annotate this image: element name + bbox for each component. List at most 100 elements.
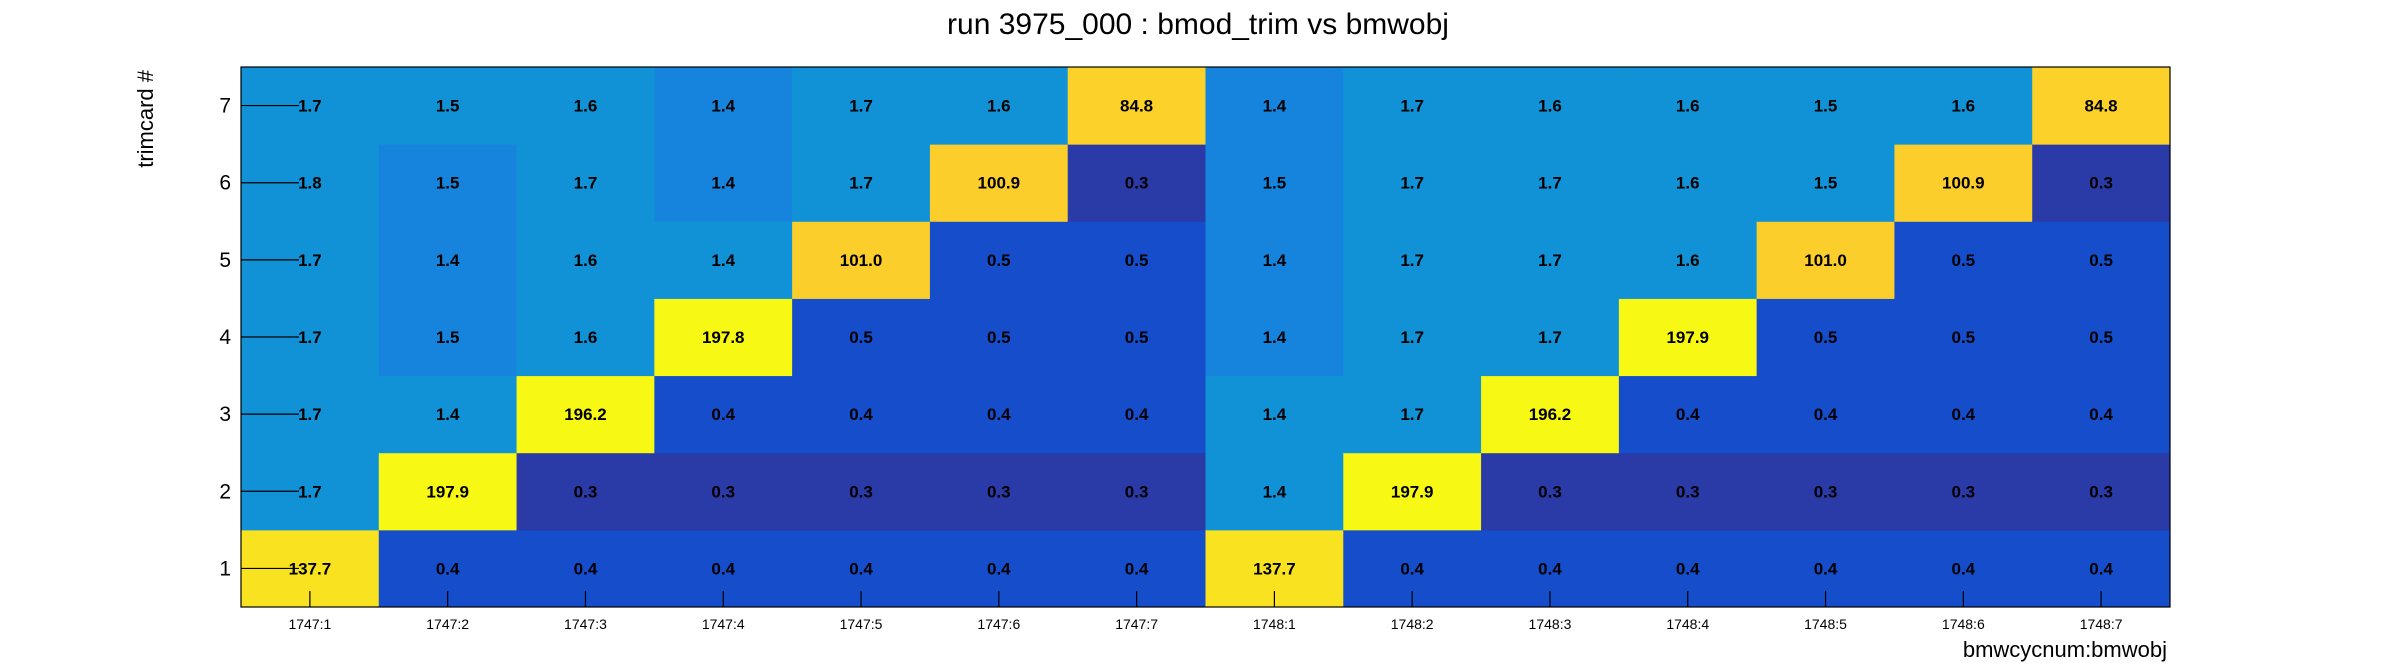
heatmap-cell xyxy=(378,452,518,531)
heatmap-cell xyxy=(378,67,518,145)
y-tick-label: 3 xyxy=(219,403,231,426)
cell-value-label: 101.0 xyxy=(840,251,883,270)
x-tick-label: 1748:7 xyxy=(2080,616,2123,632)
x-tick-label: 1748:6 xyxy=(1942,616,1985,632)
cell-value-label: 0.3 xyxy=(1125,482,1149,501)
y-axis-title: trimcard # xyxy=(133,69,158,168)
cell-value-label: 1.5 xyxy=(436,174,460,193)
y-tick-label: 7 xyxy=(219,95,231,118)
cell-value-label: 0.4 xyxy=(711,559,735,578)
y-tick-label: 2 xyxy=(219,480,231,503)
cell-value-label: 1.6 xyxy=(574,328,598,347)
heatmap-cell xyxy=(1205,67,1344,145)
cell-value-label: 0.3 xyxy=(849,482,873,501)
cell-value-label: 0.4 xyxy=(1676,559,1700,578)
cell-value-label: 1.6 xyxy=(1676,251,1700,270)
cell-value-label: 1.7 xyxy=(849,174,873,193)
cell-value-label: 1.7 xyxy=(298,97,322,116)
heatmap-cell xyxy=(2032,298,2171,377)
heatmap-cell xyxy=(1205,144,1344,222)
heatmap-cell xyxy=(654,144,793,222)
cell-value-label: 1.6 xyxy=(987,97,1011,116)
cell-value-label: 0.3 xyxy=(2089,174,2113,193)
cell-value-label: 1.7 xyxy=(298,251,322,270)
cell-value-label: 101.0 xyxy=(1804,251,1847,270)
cell-value-label: 100.9 xyxy=(1942,174,1985,193)
heatmap-cell xyxy=(1067,144,1206,222)
cell-value-label: 0.4 xyxy=(2089,559,2113,578)
cell-value-label: 0.5 xyxy=(2089,251,2113,270)
cell-value-label: 1.6 xyxy=(574,251,598,270)
heatmap-cell xyxy=(654,375,793,454)
y-tick-label: 1 xyxy=(219,557,231,580)
heatmap-cell xyxy=(792,144,931,222)
heatmap-cell xyxy=(1343,221,1482,299)
y-tick-label: 5 xyxy=(219,249,231,272)
x-tick-label: 1748:1 xyxy=(1253,616,1296,632)
cell-value-label: 0.4 xyxy=(987,559,1011,578)
heatmap-cell xyxy=(1067,452,1206,531)
x-tick-label: 1748:2 xyxy=(1391,616,1434,632)
cell-value-label: 1.4 xyxy=(711,97,735,116)
cell-value-label: 0.5 xyxy=(1952,328,1976,347)
cell-value-label: 0.4 xyxy=(1676,405,1700,424)
heatmap-cell xyxy=(1067,298,1206,377)
cell-value-label: 0.5 xyxy=(1125,328,1149,347)
cell-value-label: 1.4 xyxy=(1263,97,1287,116)
cell-value-label: 0.5 xyxy=(1814,328,1838,347)
cell-value-label: 0.5 xyxy=(1125,251,1149,270)
heatmap-cell xyxy=(792,67,931,145)
heatmap-cell xyxy=(1067,375,1206,454)
heatmap-cell xyxy=(2032,67,2171,145)
heatmap-cell xyxy=(792,452,931,531)
heatmap-cell xyxy=(2032,375,2171,454)
cell-value-label: 1.7 xyxy=(298,328,322,347)
x-tick-label: 1747:1 xyxy=(288,616,331,632)
cell-value-label: 196.2 xyxy=(564,405,607,424)
cell-value-label: 0.3 xyxy=(987,482,1011,501)
cell-value-label: 0.3 xyxy=(1814,482,1838,501)
cell-value-label: 0.5 xyxy=(987,251,1011,270)
cell-value-label: 1.4 xyxy=(1263,328,1287,347)
heatmap-cell xyxy=(1205,298,1344,377)
heatmap-cell xyxy=(929,221,1069,299)
cell-value-label: 0.5 xyxy=(1952,251,1976,270)
cell-value-label: 1.4 xyxy=(1263,405,1287,424)
cell-value-label: 0.4 xyxy=(1400,559,1424,578)
cell-value-label: 0.3 xyxy=(1952,482,1976,501)
heatmap-cell xyxy=(378,221,518,299)
heatmap-cell xyxy=(516,67,655,145)
cell-value-label: 0.4 xyxy=(436,559,460,578)
heatmap-cell xyxy=(1481,67,1620,145)
heatmap-cell xyxy=(378,144,518,222)
heatmap-cell xyxy=(1343,298,1482,377)
cell-value-label: 84.8 xyxy=(2085,97,2118,116)
cell-value-label: 1.5 xyxy=(436,97,460,116)
heatmap-cell xyxy=(378,375,518,454)
cell-value-label: 1.6 xyxy=(1676,174,1700,193)
heatmap-cell xyxy=(1618,452,1758,531)
cell-value-label: 0.3 xyxy=(574,482,598,501)
heatmap-cell xyxy=(1618,221,1758,299)
heatmap-cell xyxy=(1894,67,2033,145)
cell-value-label: 1.6 xyxy=(1676,97,1700,116)
heatmap-cell xyxy=(792,221,931,299)
x-tick-label: 1747:5 xyxy=(840,616,883,632)
cell-value-label: 1.4 xyxy=(436,405,460,424)
cell-value-label: 0.5 xyxy=(2089,328,2113,347)
cell-value-label: 197.8 xyxy=(702,328,745,347)
x-tick-label: 1748:4 xyxy=(1666,616,1709,632)
cell-value-label: 0.5 xyxy=(987,328,1011,347)
cell-value-label: 0.4 xyxy=(1125,405,1149,424)
cell-value-label: 137.7 xyxy=(1253,559,1296,578)
heatmap-cell xyxy=(1067,221,1206,299)
heatmap-cell xyxy=(1481,144,1620,222)
cell-value-label: 1.4 xyxy=(1263,482,1287,501)
cell-value-label: 197.9 xyxy=(1391,482,1434,501)
heatmap-cell xyxy=(1756,144,1895,222)
cell-value-label: 1.7 xyxy=(298,405,322,424)
cell-value-label: 1.7 xyxy=(574,174,598,193)
cell-value-label: 1.7 xyxy=(1538,174,1562,193)
heatmap-cell xyxy=(1756,298,1895,377)
